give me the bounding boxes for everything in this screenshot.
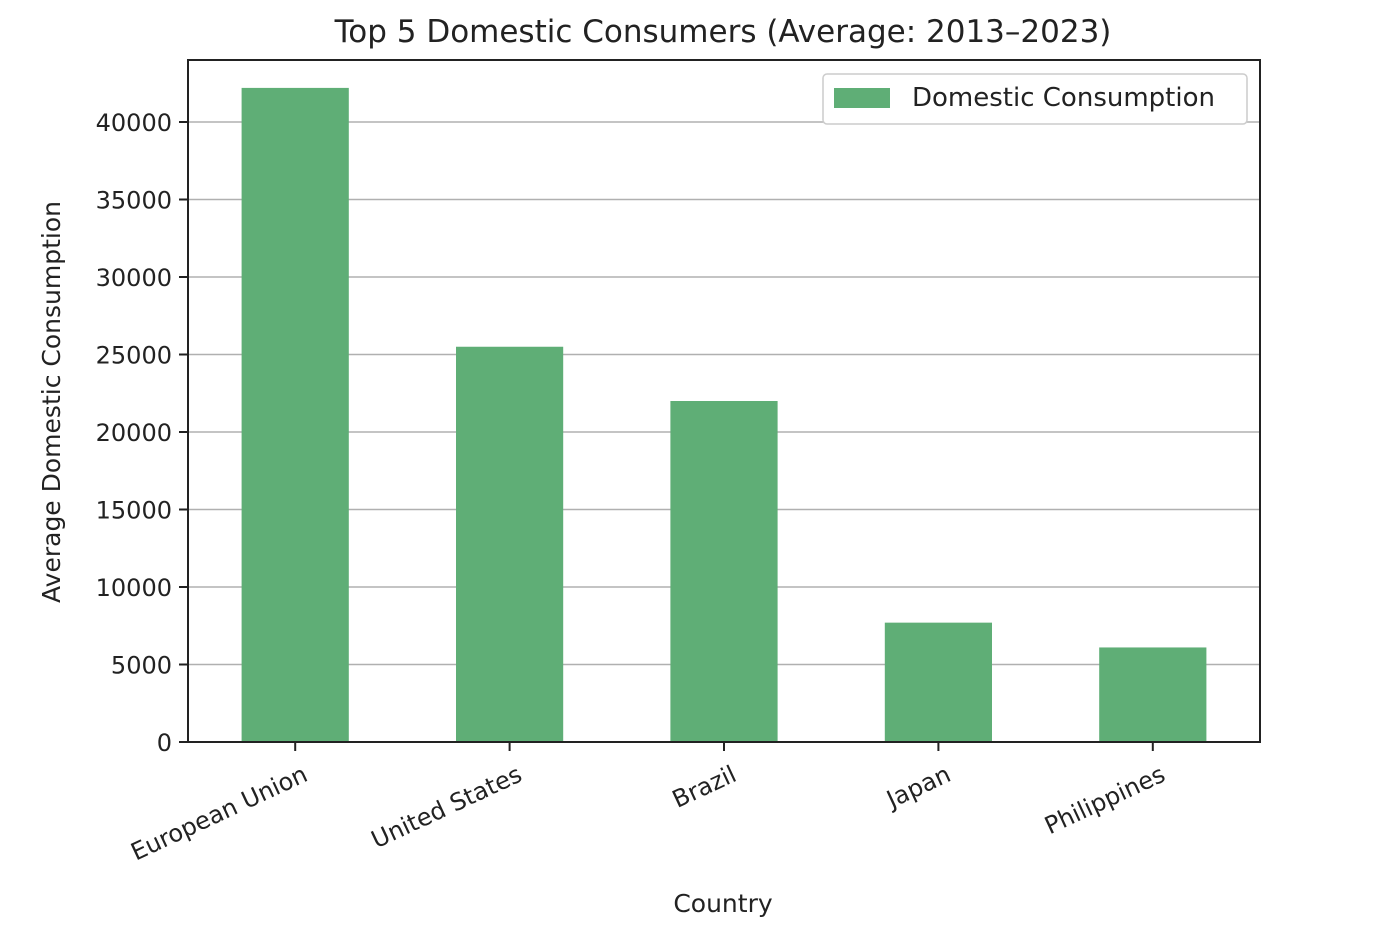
y-tick-label: 15000 — [96, 497, 172, 525]
y-tick-label: 5000 — [111, 652, 172, 680]
x-tick-label: Japan — [881, 760, 955, 815]
y-tick-label: 25000 — [96, 342, 172, 370]
bar — [1099, 647, 1207, 742]
legend-swatch — [834, 88, 890, 108]
bar — [241, 87, 349, 742]
legend-box — [822, 73, 1248, 125]
bar — [670, 401, 778, 742]
x-tick-label: European Union — [127, 760, 312, 866]
y-tick-label: 40000 — [96, 109, 172, 137]
x-axis-label: Country — [673, 889, 773, 918]
y-tick-label: 0 — [157, 729, 172, 757]
y-tick-label: 30000 — [96, 264, 172, 292]
bar — [884, 622, 992, 742]
y-tick-label: 35000 — [96, 187, 172, 215]
x-tick-label: Philippines — [1040, 760, 1169, 840]
x-tick-label: United States — [367, 760, 526, 854]
x-tick-label: Brazil — [668, 760, 741, 814]
bar-layer — [241, 87, 1207, 742]
legend-label: Domestic Consumption — [912, 83, 1215, 113]
y-axis-label: Average Domestic Consumption — [37, 201, 66, 603]
y-tick-label: 10000 — [96, 574, 172, 602]
legend: Domestic Consumption — [822, 73, 1248, 125]
chart-title: Top 5 Domestic Consumers (Average: 2013–… — [334, 14, 1112, 50]
bar — [456, 346, 564, 742]
y-tick-label: 20000 — [96, 419, 172, 447]
